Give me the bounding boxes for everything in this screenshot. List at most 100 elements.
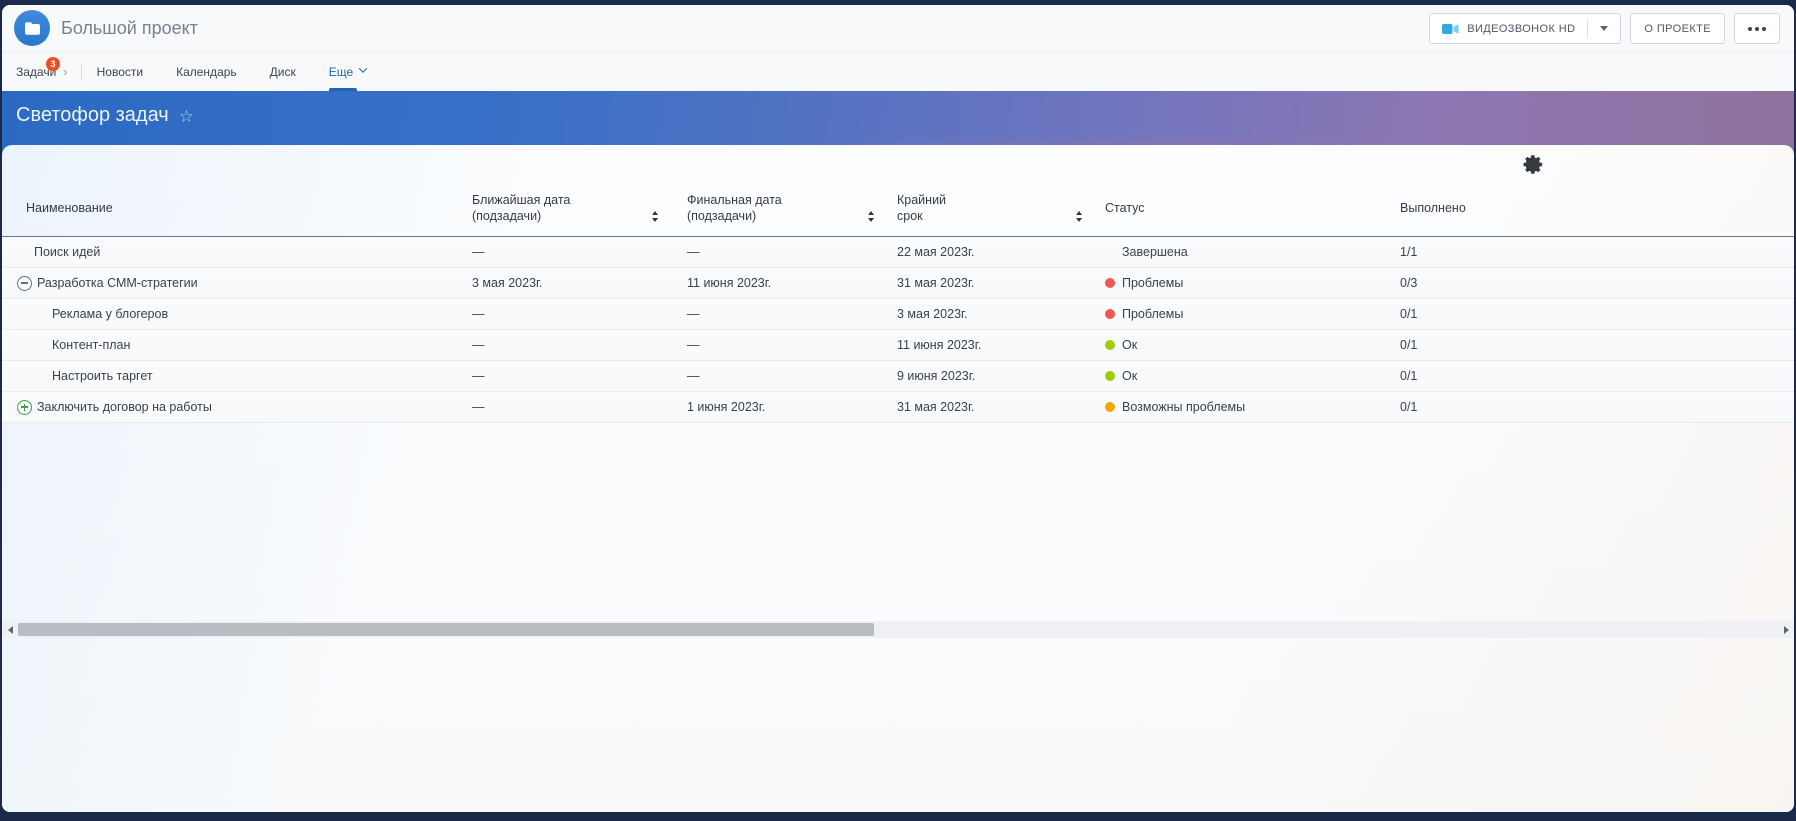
deadline-cell: 31 мая 2023г. — [897, 400, 975, 414]
status-label: Ок — [1122, 369, 1138, 383]
video-call-button-group: ВИДЕОЗВОНОК HD — [1429, 13, 1622, 44]
more-actions-button[interactable] — [1734, 13, 1780, 44]
status-label: Ок — [1122, 338, 1138, 352]
status-dot-icon — [1105, 371, 1115, 381]
table-body: Поиск идей — — 22 мая 2023г. Завершена 1… — [2, 237, 1794, 423]
video-camera-icon — [1442, 23, 1459, 34]
status-dot-icon — [1105, 247, 1115, 257]
near-date-cell: — — [472, 338, 485, 352]
project-header: Большой проект ВИДЕОЗВОНОК HD О ПРОЕКТЕ — [2, 5, 1794, 51]
table-row: Настроить таргет — — 9 июня 2023г. Ок 0/… — [2, 361, 1794, 392]
done-cell: 0/1 — [1400, 369, 1418, 383]
status-dot-icon — [1105, 402, 1115, 412]
column-header-done: Выполнено — [1400, 200, 1466, 215]
chevron-right-icon[interactable]: › — [63, 64, 68, 79]
status-label: Проблемы — [1122, 276, 1184, 290]
done-cell: 0/1 — [1400, 307, 1418, 321]
column-header-status: Статус — [1105, 200, 1145, 215]
tasks-count-badge: 3 — [46, 57, 60, 71]
done-cell: 0/1 — [1400, 400, 1418, 414]
deadline-cell: 11 июня 2023г. — [897, 338, 982, 352]
near-date-cell: — — [472, 307, 485, 321]
done-cell: 0/1 — [1400, 338, 1418, 352]
folder-icon — [24, 21, 40, 35]
content-area: Наименование Ближайшая дата (подзадачи) Ф… — [2, 145, 1794, 812]
task-name[interactable]: Реклама у блогеров — [52, 307, 169, 321]
final-date-cell: — — [687, 338, 700, 352]
near-date-cell: — — [472, 400, 485, 414]
near-date-cell: — — [472, 245, 485, 259]
table-row: Реклама у блогеров — — 3 мая 2023г. Проб… — [2, 299, 1794, 330]
column-header-name: Наименование — [26, 200, 113, 215]
toggle-subtasks-icon[interactable] — [17, 275, 32, 291]
tab-more[interactable]: Еще — [328, 52, 368, 91]
video-call-button[interactable]: ВИДЕОЗВОНОК HD — [1430, 14, 1587, 43]
status-cell: Возможны проблемы — [1105, 400, 1400, 414]
scroll-right-arrow[interactable] — [1778, 621, 1794, 638]
sort-icon[interactable] — [868, 211, 874, 222]
status-cell: Ок — [1105, 369, 1400, 383]
task-name[interactable]: Поиск идей — [34, 245, 101, 259]
tab-calendar[interactable]: Календарь — [176, 64, 237, 79]
deadline-cell: 22 мая 2023г. — [897, 245, 975, 259]
view-title: Светофор задач — [16, 104, 169, 126]
column-header-deadline[interactable]: Крайний срок — [897, 192, 947, 223]
final-date-cell: 1 июня 2023г. — [687, 400, 766, 414]
settings-gear-icon[interactable] — [1522, 153, 1545, 176]
status-label: Возможны проблемы — [1122, 400, 1246, 414]
near-date-cell: — — [472, 369, 485, 383]
video-call-dropdown-button[interactable] — [1588, 14, 1620, 43]
status-dot-icon — [1105, 340, 1115, 350]
final-date-cell: — — [687, 245, 700, 259]
final-date-cell: — — [687, 369, 700, 383]
chevron-down-icon — [1600, 26, 1609, 31]
tab-tasks[interactable]: Задачи 3 › — [16, 57, 68, 79]
project-tabbar: Задачи 3 › Новости Календарь Диск Еще — [2, 51, 1794, 91]
tabbar-divider — [80, 63, 82, 80]
status-dot-icon — [1105, 309, 1115, 319]
near-date-cell: 3 мая 2023г. — [472, 276, 543, 290]
status-cell: Проблемы — [1105, 307, 1400, 321]
chevron-down-icon — [358, 64, 368, 73]
table-row: Заключить договор на работы — 1 июня 202… — [2, 392, 1794, 423]
favorite-star-icon[interactable]: ☆ — [178, 107, 194, 126]
status-label: Завершена — [1122, 245, 1188, 259]
table-row: Разработка СММ-стратегии 3 мая 2023г. 11… — [2, 268, 1794, 299]
status-cell: Завершена — [1105, 245, 1400, 259]
task-name[interactable]: Контент-план — [52, 338, 131, 352]
done-cell: 0/3 — [1400, 276, 1418, 290]
page-title: Большой проект — [61, 17, 198, 38]
tab-news[interactable]: Новости — [96, 64, 144, 79]
table-header-row: Наименование Ближайшая дата (подзадачи) Ф… — [2, 145, 1794, 237]
column-header-final-date[interactable]: Финальная дата (подзадачи) — [687, 192, 782, 223]
sort-icon[interactable] — [1076, 211, 1082, 222]
sort-icon[interactable] — [652, 211, 658, 222]
scrollbar-track[interactable] — [18, 621, 1778, 638]
scroll-left-arrow[interactable] — [2, 621, 18, 638]
scrollbar-thumb[interactable] — [18, 623, 874, 636]
project-avatar[interactable] — [14, 10, 50, 46]
task-name[interactable]: Разработка СММ-стратегии — [37, 276, 198, 290]
table-row: Контент-план — — 11 июня 2023г. Ок 0/1 — [2, 330, 1794, 361]
status-dot-icon — [1105, 278, 1115, 288]
deadline-cell: 3 мая 2023г. — [897, 307, 968, 321]
deadline-cell: 31 мая 2023г. — [897, 276, 975, 290]
final-date-cell: 11 июня 2023г. — [687, 276, 772, 290]
status-cell: Проблемы — [1105, 276, 1400, 290]
toggle-subtasks-icon[interactable] — [17, 399, 32, 415]
done-cell: 1/1 — [1400, 245, 1418, 259]
about-project-button[interactable]: О ПРОЕКТЕ — [1630, 13, 1725, 44]
tab-disk[interactable]: Диск — [269, 64, 296, 79]
status-cell: Ок — [1105, 338, 1400, 352]
app-window: Большой проект ВИДЕОЗВОНОК HD О ПРОЕКТЕ — [2, 5, 1794, 812]
ellipsis-icon — [1748, 26, 1766, 31]
task-name[interactable]: Настроить таргет — [52, 369, 153, 383]
button-divider — [1587, 19, 1589, 38]
horizontal-scrollbar[interactable] — [2, 621, 1794, 638]
video-call-label: ВИДЕОЗВОНОК HD — [1467, 22, 1576, 35]
status-label: Проблемы — [1122, 307, 1184, 321]
deadline-cell: 9 июня 2023г. — [897, 369, 976, 383]
column-header-near-date[interactable]: Ближайшая дата (подзадачи) — [472, 192, 571, 223]
task-name[interactable]: Заключить договор на работы — [37, 400, 212, 414]
table-row: Поиск идей — — 22 мая 2023г. Завершена 1… — [2, 237, 1794, 268]
